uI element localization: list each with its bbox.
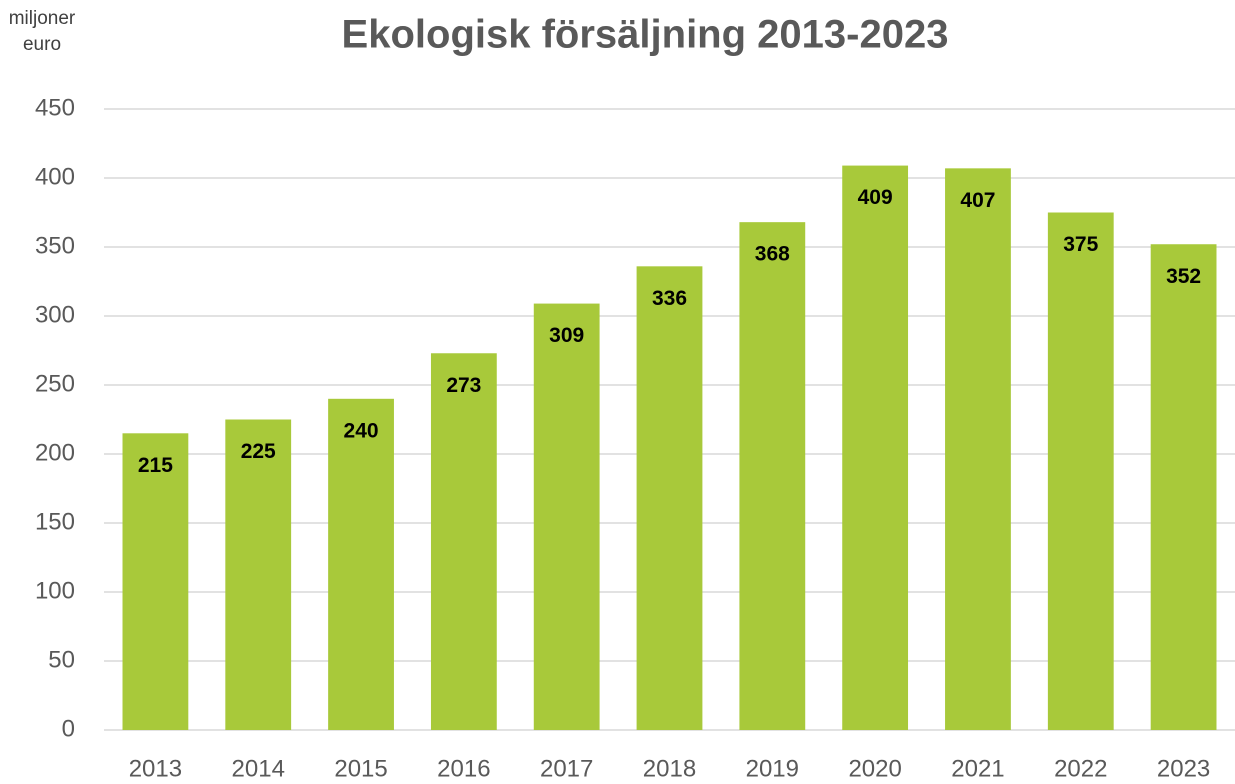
y-tick-label: 50 (48, 646, 75, 673)
value-label: 352 (1166, 265, 1201, 288)
x-tick-label: 2023 (1157, 755, 1210, 782)
value-label: 309 (549, 324, 584, 347)
value-label: 225 (241, 440, 276, 463)
y-axis-label: miljoner euro (8, 8, 76, 55)
bar (225, 419, 292, 730)
bar (739, 222, 806, 730)
y-tick-label: 200 (35, 439, 75, 466)
x-tick-label: 2015 (334, 755, 387, 782)
x-tick-label: 2017 (540, 755, 593, 782)
y-tick-label: 450 (35, 94, 75, 121)
bar (842, 165, 909, 730)
x-tick-label: 2018 (643, 755, 696, 782)
y-tick-label: 0 (62, 715, 75, 742)
value-label: 409 (858, 186, 893, 209)
x-tick-label: 2013 (129, 755, 182, 782)
bar (1150, 244, 1217, 731)
y-tick-label: 150 (35, 508, 75, 535)
x-tick-label: 2022 (1054, 755, 1107, 782)
y-tick-label: 250 (35, 370, 75, 397)
value-label: 336 (652, 287, 687, 310)
bar (636, 266, 703, 730)
y-tick-label: 100 (35, 577, 75, 604)
value-label: 215 (138, 454, 173, 477)
y-tick-label: 300 (35, 301, 75, 328)
bar (945, 168, 1011, 731)
bar (122, 433, 189, 730)
bar (430, 353, 497, 730)
chart-title: Ekologisk försäljning 2013-2023 (342, 13, 949, 57)
value-label: 368 (755, 243, 790, 266)
bar (328, 398, 394, 730)
bar (1047, 212, 1114, 730)
x-tick-label: 2020 (848, 755, 901, 782)
value-label: 375 (1063, 233, 1098, 256)
bar (533, 303, 600, 730)
value-label: 240 (344, 419, 379, 442)
y-tick-label: 350 (35, 232, 75, 259)
value-label: 407 (960, 189, 995, 212)
value-label: 273 (446, 374, 481, 397)
x-tick-label: 2021 (951, 755, 1004, 782)
x-tick-label: 2019 (746, 755, 799, 782)
x-tick-label: 2014 (232, 755, 285, 782)
y-tick-label: 400 (35, 163, 75, 190)
x-tick-label: 2016 (437, 755, 490, 782)
